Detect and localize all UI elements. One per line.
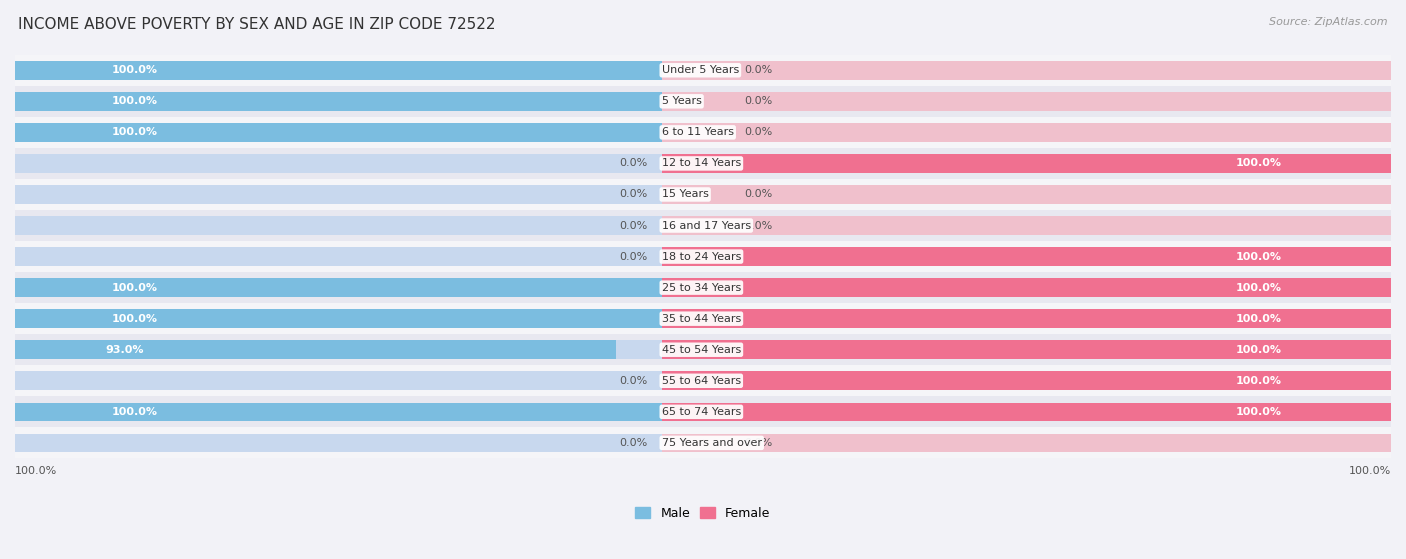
Bar bbox=[662, 278, 1391, 297]
Text: 0.0%: 0.0% bbox=[620, 221, 648, 230]
Bar bbox=[15, 309, 662, 328]
Text: 6 to 11 Years: 6 to 11 Years bbox=[662, 127, 734, 138]
Text: 35 to 44 Years: 35 to 44 Years bbox=[662, 314, 741, 324]
Text: 0.0%: 0.0% bbox=[620, 190, 648, 200]
Bar bbox=[15, 365, 1391, 396]
Text: 12 to 14 Years: 12 to 14 Years bbox=[662, 158, 741, 168]
Bar bbox=[662, 247, 1391, 266]
Text: 16 and 17 Years: 16 and 17 Years bbox=[662, 221, 751, 230]
Bar bbox=[662, 154, 1391, 173]
Bar bbox=[662, 340, 1391, 359]
Text: 0.0%: 0.0% bbox=[744, 96, 772, 106]
Text: 5 Years: 5 Years bbox=[662, 96, 702, 106]
Text: 93.0%: 93.0% bbox=[105, 345, 143, 355]
Text: 0.0%: 0.0% bbox=[744, 438, 772, 448]
Text: Source: ZipAtlas.com: Source: ZipAtlas.com bbox=[1270, 17, 1388, 27]
Bar bbox=[15, 278, 662, 297]
Text: 75 Years and over: 75 Years and over bbox=[662, 438, 762, 448]
Bar bbox=[15, 340, 616, 359]
Text: 100.0%: 100.0% bbox=[112, 65, 157, 75]
Bar bbox=[15, 309, 662, 328]
Text: 55 to 64 Years: 55 to 64 Years bbox=[662, 376, 741, 386]
Bar bbox=[15, 92, 662, 111]
Bar bbox=[15, 402, 662, 421]
Bar bbox=[662, 340, 1391, 359]
Text: 100.0%: 100.0% bbox=[1236, 283, 1282, 292]
Text: 100.0%: 100.0% bbox=[1236, 345, 1282, 355]
Text: 65 to 74 Years: 65 to 74 Years bbox=[662, 407, 741, 417]
Bar bbox=[15, 216, 662, 235]
Bar bbox=[15, 117, 1391, 148]
Bar bbox=[15, 278, 662, 297]
Bar bbox=[662, 402, 1391, 421]
Bar bbox=[662, 216, 1391, 235]
Text: 0.0%: 0.0% bbox=[744, 221, 772, 230]
Bar bbox=[15, 185, 662, 204]
Text: 0.0%: 0.0% bbox=[744, 65, 772, 75]
Bar bbox=[662, 309, 1391, 328]
Bar bbox=[15, 247, 662, 266]
Text: 0.0%: 0.0% bbox=[744, 127, 772, 138]
Text: 100.0%: 100.0% bbox=[112, 96, 157, 106]
Bar bbox=[15, 148, 1391, 179]
Bar bbox=[662, 309, 1391, 328]
Text: 100.0%: 100.0% bbox=[112, 283, 157, 292]
Bar bbox=[15, 427, 1391, 458]
Text: 100.0%: 100.0% bbox=[1236, 252, 1282, 262]
Text: 25 to 34 Years: 25 to 34 Years bbox=[662, 283, 741, 292]
Text: 100.0%: 100.0% bbox=[112, 127, 157, 138]
Text: INCOME ABOVE POVERTY BY SEX AND AGE IN ZIP CODE 72522: INCOME ABOVE POVERTY BY SEX AND AGE IN Z… bbox=[18, 17, 496, 32]
Text: 0.0%: 0.0% bbox=[620, 158, 648, 168]
Text: 0.0%: 0.0% bbox=[620, 252, 648, 262]
Bar bbox=[15, 372, 662, 390]
Text: 100.0%: 100.0% bbox=[1348, 466, 1391, 476]
Bar bbox=[15, 210, 1391, 241]
Bar bbox=[662, 185, 1391, 204]
Bar bbox=[662, 372, 1391, 390]
Text: 100.0%: 100.0% bbox=[1236, 407, 1282, 417]
Text: 100.0%: 100.0% bbox=[112, 407, 157, 417]
Bar bbox=[15, 154, 662, 173]
Text: 0.0%: 0.0% bbox=[620, 376, 648, 386]
Bar bbox=[662, 154, 1391, 173]
Bar bbox=[15, 123, 662, 141]
Bar bbox=[662, 61, 1391, 79]
Bar bbox=[662, 372, 1391, 390]
Bar bbox=[15, 334, 1391, 365]
Bar bbox=[15, 61, 662, 79]
Bar bbox=[15, 123, 662, 141]
Bar bbox=[15, 241, 1391, 272]
Text: 100.0%: 100.0% bbox=[1236, 376, 1282, 386]
Bar bbox=[15, 55, 1391, 86]
Bar bbox=[662, 434, 1391, 452]
Bar bbox=[15, 92, 662, 111]
Bar bbox=[15, 303, 1391, 334]
Text: 0.0%: 0.0% bbox=[744, 190, 772, 200]
Text: 0.0%: 0.0% bbox=[620, 438, 648, 448]
Bar bbox=[662, 402, 1391, 421]
Text: 100.0%: 100.0% bbox=[1236, 158, 1282, 168]
Bar bbox=[662, 247, 1391, 266]
Text: 100.0%: 100.0% bbox=[112, 314, 157, 324]
Text: Under 5 Years: Under 5 Years bbox=[662, 65, 740, 75]
Text: 18 to 24 Years: 18 to 24 Years bbox=[662, 252, 741, 262]
Bar bbox=[15, 340, 662, 359]
Bar bbox=[15, 179, 1391, 210]
Text: 15 Years: 15 Years bbox=[662, 190, 709, 200]
Bar bbox=[15, 61, 662, 79]
Text: 100.0%: 100.0% bbox=[15, 466, 58, 476]
Bar bbox=[15, 396, 1391, 427]
Bar bbox=[662, 278, 1391, 297]
Bar bbox=[15, 86, 1391, 117]
Bar bbox=[15, 434, 662, 452]
Bar bbox=[15, 272, 1391, 303]
Bar bbox=[15, 402, 662, 421]
Bar bbox=[662, 92, 1391, 111]
Legend: Male, Female: Male, Female bbox=[630, 502, 776, 525]
Text: 45 to 54 Years: 45 to 54 Years bbox=[662, 345, 741, 355]
Bar bbox=[662, 123, 1391, 141]
Text: 100.0%: 100.0% bbox=[1236, 314, 1282, 324]
